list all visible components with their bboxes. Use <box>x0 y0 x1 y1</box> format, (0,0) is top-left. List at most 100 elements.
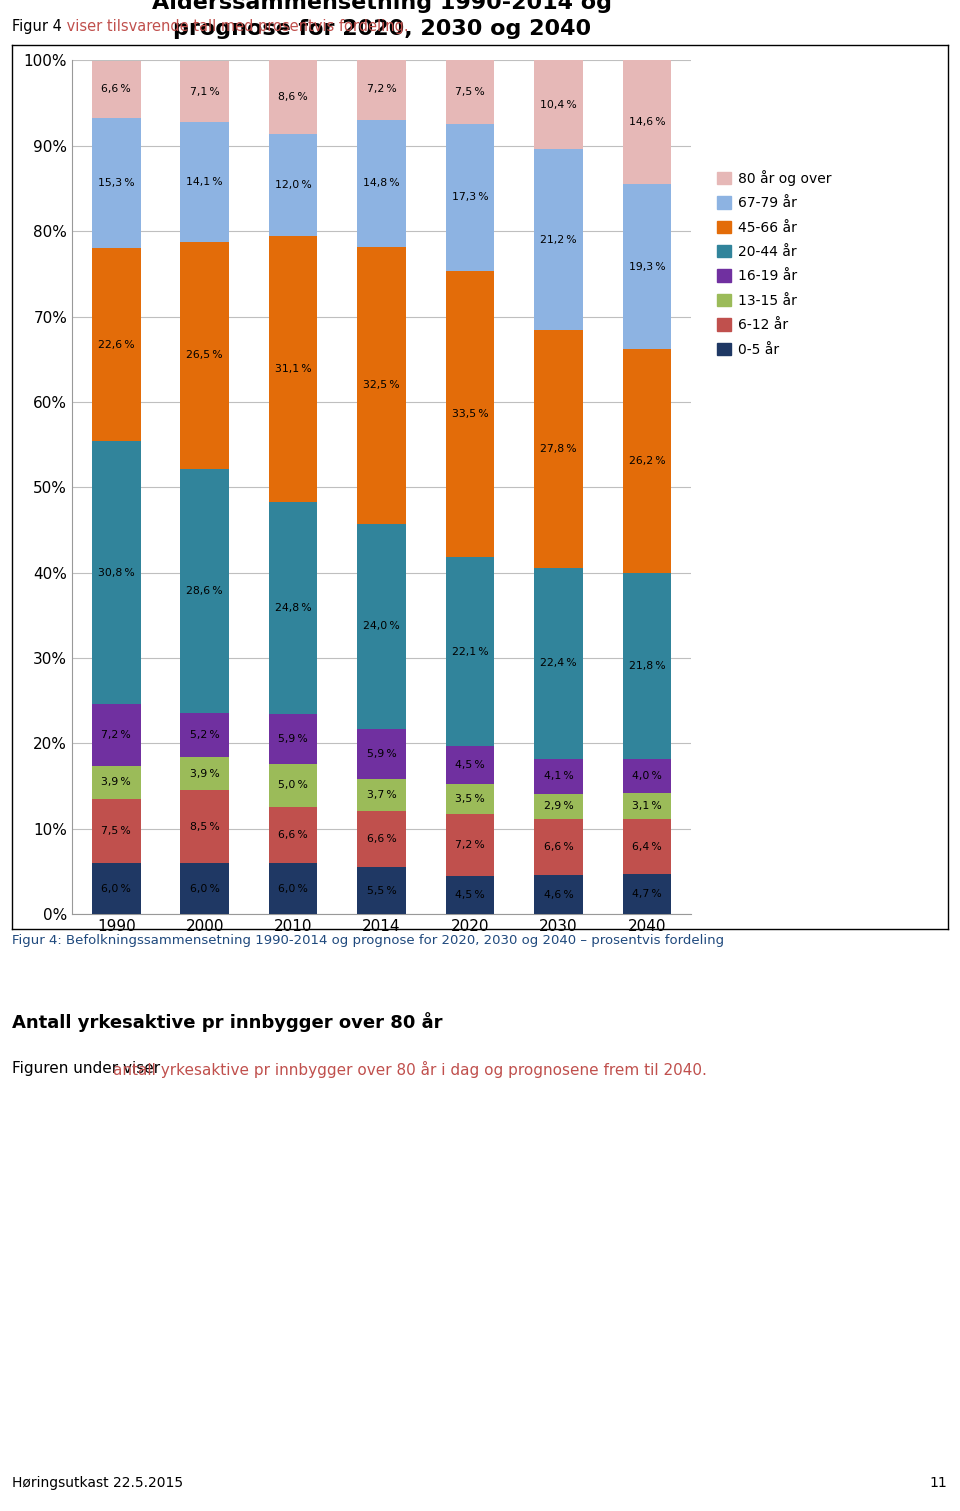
Text: 26,2 %: 26,2 % <box>629 456 665 465</box>
Bar <box>180 242 229 468</box>
Bar <box>623 184 671 349</box>
Text: 7,2 %: 7,2 % <box>455 840 485 851</box>
Bar <box>269 60 318 134</box>
Text: antall yrkesaktive pr innbygger over 80 år i dag og prognosene frem til 2040.: antall yrkesaktive pr innbygger over 80 … <box>113 1061 708 1077</box>
Bar <box>92 704 140 766</box>
Text: 4,1 %: 4,1 % <box>543 771 573 781</box>
Bar <box>357 524 406 728</box>
Text: 5,9 %: 5,9 % <box>367 749 396 759</box>
Bar <box>357 811 406 867</box>
Bar <box>357 59 406 121</box>
Bar <box>269 765 318 807</box>
Legend: 80 år og over, 67-79 år, 45-66 år, 20-44 år, 16-19 år, 13-15 år, 6-12 år, 0-5 år: 80 år og over, 67-79 år, 45-66 år, 20-44… <box>717 169 831 357</box>
Text: 32,5 %: 32,5 % <box>363 381 400 390</box>
Text: 4,0 %: 4,0 % <box>632 771 661 781</box>
Bar <box>445 59 494 124</box>
Bar <box>534 819 583 875</box>
Text: 7,5 %: 7,5 % <box>102 827 132 836</box>
Text: 6,0 %: 6,0 % <box>190 884 220 893</box>
Text: 22,6 %: 22,6 % <box>98 340 134 349</box>
Text: 17,3 %: 17,3 % <box>452 192 489 202</box>
Bar <box>180 757 229 790</box>
Text: 14,1 %: 14,1 % <box>186 177 223 187</box>
Text: 19,3 %: 19,3 % <box>629 261 665 272</box>
Bar <box>534 793 583 819</box>
Text: 26,5 %: 26,5 % <box>186 351 223 361</box>
Text: Antall yrkesaktive pr innbygger over 80 år: Antall yrkesaktive pr innbygger over 80 … <box>12 1012 443 1032</box>
Text: 27,8 %: 27,8 % <box>540 444 577 453</box>
Bar <box>534 331 583 568</box>
Text: 6,6 %: 6,6 % <box>367 834 396 845</box>
Text: 4,5 %: 4,5 % <box>455 890 485 901</box>
Bar <box>534 875 583 914</box>
Text: 33,5 %: 33,5 % <box>452 409 489 420</box>
Bar <box>180 863 229 914</box>
Bar <box>269 807 318 863</box>
Bar <box>445 124 494 272</box>
Text: 7,1 %: 7,1 % <box>190 86 220 97</box>
Bar <box>180 122 229 242</box>
Text: 21,8 %: 21,8 % <box>629 660 665 671</box>
Bar <box>623 349 671 573</box>
Text: 22,1 %: 22,1 % <box>452 647 489 657</box>
Text: 7,2 %: 7,2 % <box>102 730 132 740</box>
Text: 30,8 %: 30,8 % <box>98 568 134 577</box>
Text: 22,4 %: 22,4 % <box>540 659 577 668</box>
Bar <box>623 59 671 184</box>
Title: Alderssammensetning 1990-2014 og
prognose for 2020, 2030 og 2040: Alderssammensetning 1990-2014 og prognos… <box>152 0 612 39</box>
Bar <box>92 863 140 914</box>
Bar <box>357 867 406 914</box>
Text: 4,6 %: 4,6 % <box>543 890 573 899</box>
Bar <box>92 118 140 248</box>
Bar <box>269 134 318 236</box>
Bar <box>269 236 318 502</box>
Text: 6,0 %: 6,0 % <box>102 884 132 893</box>
Bar <box>623 873 671 914</box>
Bar <box>623 819 671 873</box>
Bar <box>534 568 583 759</box>
Text: Figuren under viser: Figuren under viser <box>12 1061 165 1076</box>
Text: 12,0 %: 12,0 % <box>275 180 311 190</box>
Text: 6,4 %: 6,4 % <box>632 842 661 852</box>
Bar <box>445 558 494 746</box>
Text: 4,5 %: 4,5 % <box>455 760 485 771</box>
Text: 3,5 %: 3,5 % <box>455 795 485 804</box>
Bar <box>445 814 494 876</box>
Text: Figur 4: Figur 4 <box>12 20 62 33</box>
Text: 21,2 %: 21,2 % <box>540 234 577 245</box>
Text: 11: 11 <box>930 1476 948 1490</box>
Text: 14,6 %: 14,6 % <box>629 116 665 127</box>
Bar <box>357 728 406 780</box>
Text: 31,1 %: 31,1 % <box>275 364 311 375</box>
Bar <box>92 248 140 441</box>
Text: 3,9 %: 3,9 % <box>102 777 132 787</box>
Text: 7,2 %: 7,2 % <box>367 85 396 95</box>
Bar <box>445 784 494 814</box>
Text: 2,9 %: 2,9 % <box>543 801 573 811</box>
Text: 28,6 %: 28,6 % <box>186 586 223 595</box>
Text: 8,6 %: 8,6 % <box>278 92 308 103</box>
Text: 3,9 %: 3,9 % <box>190 769 220 778</box>
Bar <box>92 766 140 799</box>
Text: 10,4 %: 10,4 % <box>540 100 577 110</box>
Text: 5,9 %: 5,9 % <box>278 734 308 743</box>
Text: 14,8 %: 14,8 % <box>363 178 400 189</box>
Bar <box>534 60 583 150</box>
Bar <box>92 441 140 704</box>
Bar <box>92 799 140 863</box>
Text: 4,7 %: 4,7 % <box>632 888 661 899</box>
Text: 7,5 %: 7,5 % <box>455 86 485 97</box>
Bar <box>445 272 494 558</box>
Bar <box>534 150 583 331</box>
Bar <box>445 876 494 914</box>
Text: 6,6 %: 6,6 % <box>543 842 573 852</box>
Bar <box>92 62 140 118</box>
Bar <box>445 746 494 784</box>
Bar <box>269 713 318 765</box>
Text: 5,2 %: 5,2 % <box>190 730 220 740</box>
Bar <box>534 759 583 793</box>
Text: 24,8 %: 24,8 % <box>275 603 311 612</box>
Text: 6,6 %: 6,6 % <box>102 85 132 95</box>
Bar <box>180 468 229 713</box>
Text: 3,7 %: 3,7 % <box>367 790 396 799</box>
